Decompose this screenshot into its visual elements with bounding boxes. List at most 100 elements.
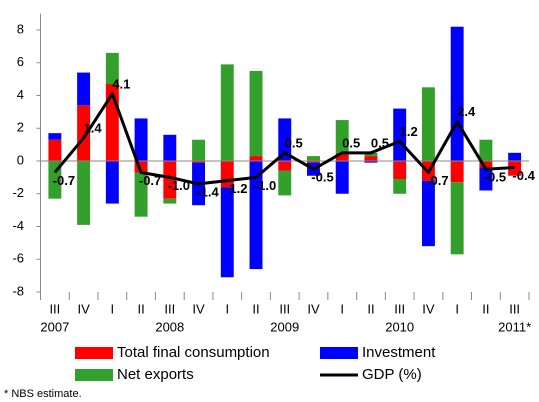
legend-label: Net exports [117,366,194,383]
value-label: 0.5 [371,135,389,150]
bar [450,182,464,255]
legend-swatch [320,347,358,359]
legend-label: Investment [362,344,436,361]
bar [364,152,378,157]
bar [479,167,493,191]
bar [163,198,177,204]
bar [335,152,349,161]
y-tick-label: 0 [17,152,24,167]
value-label: -0.7 [426,173,448,188]
bar [48,139,62,161]
value-label: -0.7 [139,173,161,188]
value-label: -1.0 [168,178,190,193]
bar [278,118,292,161]
bar [364,156,378,161]
year-label: 2008 [155,319,184,334]
value-label: -0.5 [311,170,333,185]
y-tick-label: -4 [12,218,24,233]
y-tick-label: 8 [17,21,24,36]
bar [450,26,464,161]
bar [307,161,320,163]
value-label: -1.2 [225,181,247,196]
y-tick-label: 2 [17,120,24,135]
legend-label: GDP (%) [362,366,422,383]
legend-swatch [75,347,113,359]
bar [134,118,148,161]
x-tick-label: I [455,301,459,316]
year-label: 2009 [270,319,299,334]
bar [134,172,148,217]
bar [163,134,177,161]
x-tick-label: III [279,301,290,316]
bar [249,70,263,157]
value-label: -0.7 [53,173,75,188]
value-label: -1.0 [254,178,276,193]
bar [335,120,349,153]
bar [421,87,435,161]
y-tick-label: 6 [17,54,24,69]
bar [192,161,206,163]
x-tick-label: III [49,301,60,316]
x-tick-label: II [367,301,374,316]
x-tick-label: II [482,301,489,316]
bar [249,156,263,161]
value-label: -0.4 [512,168,535,183]
x-tick-label: III [509,301,520,316]
bar [134,161,148,173]
x-tick-label: I [225,301,229,316]
bar [393,161,407,180]
bar [220,187,234,278]
x-tick-label: II [137,301,144,316]
x-tick-label: IV [307,301,320,316]
value-label: -0.5 [484,170,506,185]
legend-label: Total final consumption [117,344,270,361]
bar [105,161,119,204]
bar [220,64,234,161]
gdp-line [53,92,515,186]
x-tick-label: IV [422,301,435,316]
y-tick-label: 4 [17,87,24,102]
value-label: 1.4 [84,121,103,136]
bar [335,161,349,194]
bar [105,52,119,85]
bar [393,108,407,161]
bar [393,179,407,194]
bar [77,105,91,161]
y-tick-label: -2 [12,185,24,200]
x-tick-label: III [164,301,175,316]
bar [77,72,91,106]
x-tick-label: IV [77,301,90,316]
year-label: 2011* [498,319,531,334]
bar [77,161,91,225]
value-label: 0.5 [285,135,303,150]
value-label: -1.4 [196,184,219,199]
bar [163,161,177,199]
bar [278,161,292,171]
x-tick-label: I [340,301,344,316]
bar [450,161,464,183]
value-label: 4.1 [112,76,130,91]
y-tick-label: -8 [12,283,24,298]
bar [479,161,493,168]
x-tick-label: I [111,301,115,316]
x-tick-label: III [394,301,405,316]
bar [278,170,292,196]
year-label: 2010 [385,319,414,334]
legend-swatch [75,369,113,381]
value-label: 2.4 [457,104,476,119]
bar [479,139,493,161]
value-label: 0.5 [342,135,360,150]
year-label: 2007 [40,319,69,334]
footnote: * NBS estimate. [4,388,82,400]
x-tick-label: IV [192,301,205,316]
bar [192,139,206,161]
bar [421,180,435,247]
bar [307,156,320,161]
y-tick-label: -6 [12,251,24,266]
bar [364,161,378,163]
bar [508,152,522,161]
value-label: 1.2 [400,124,418,139]
x-tick-label: II [252,301,259,316]
bar [48,133,62,140]
